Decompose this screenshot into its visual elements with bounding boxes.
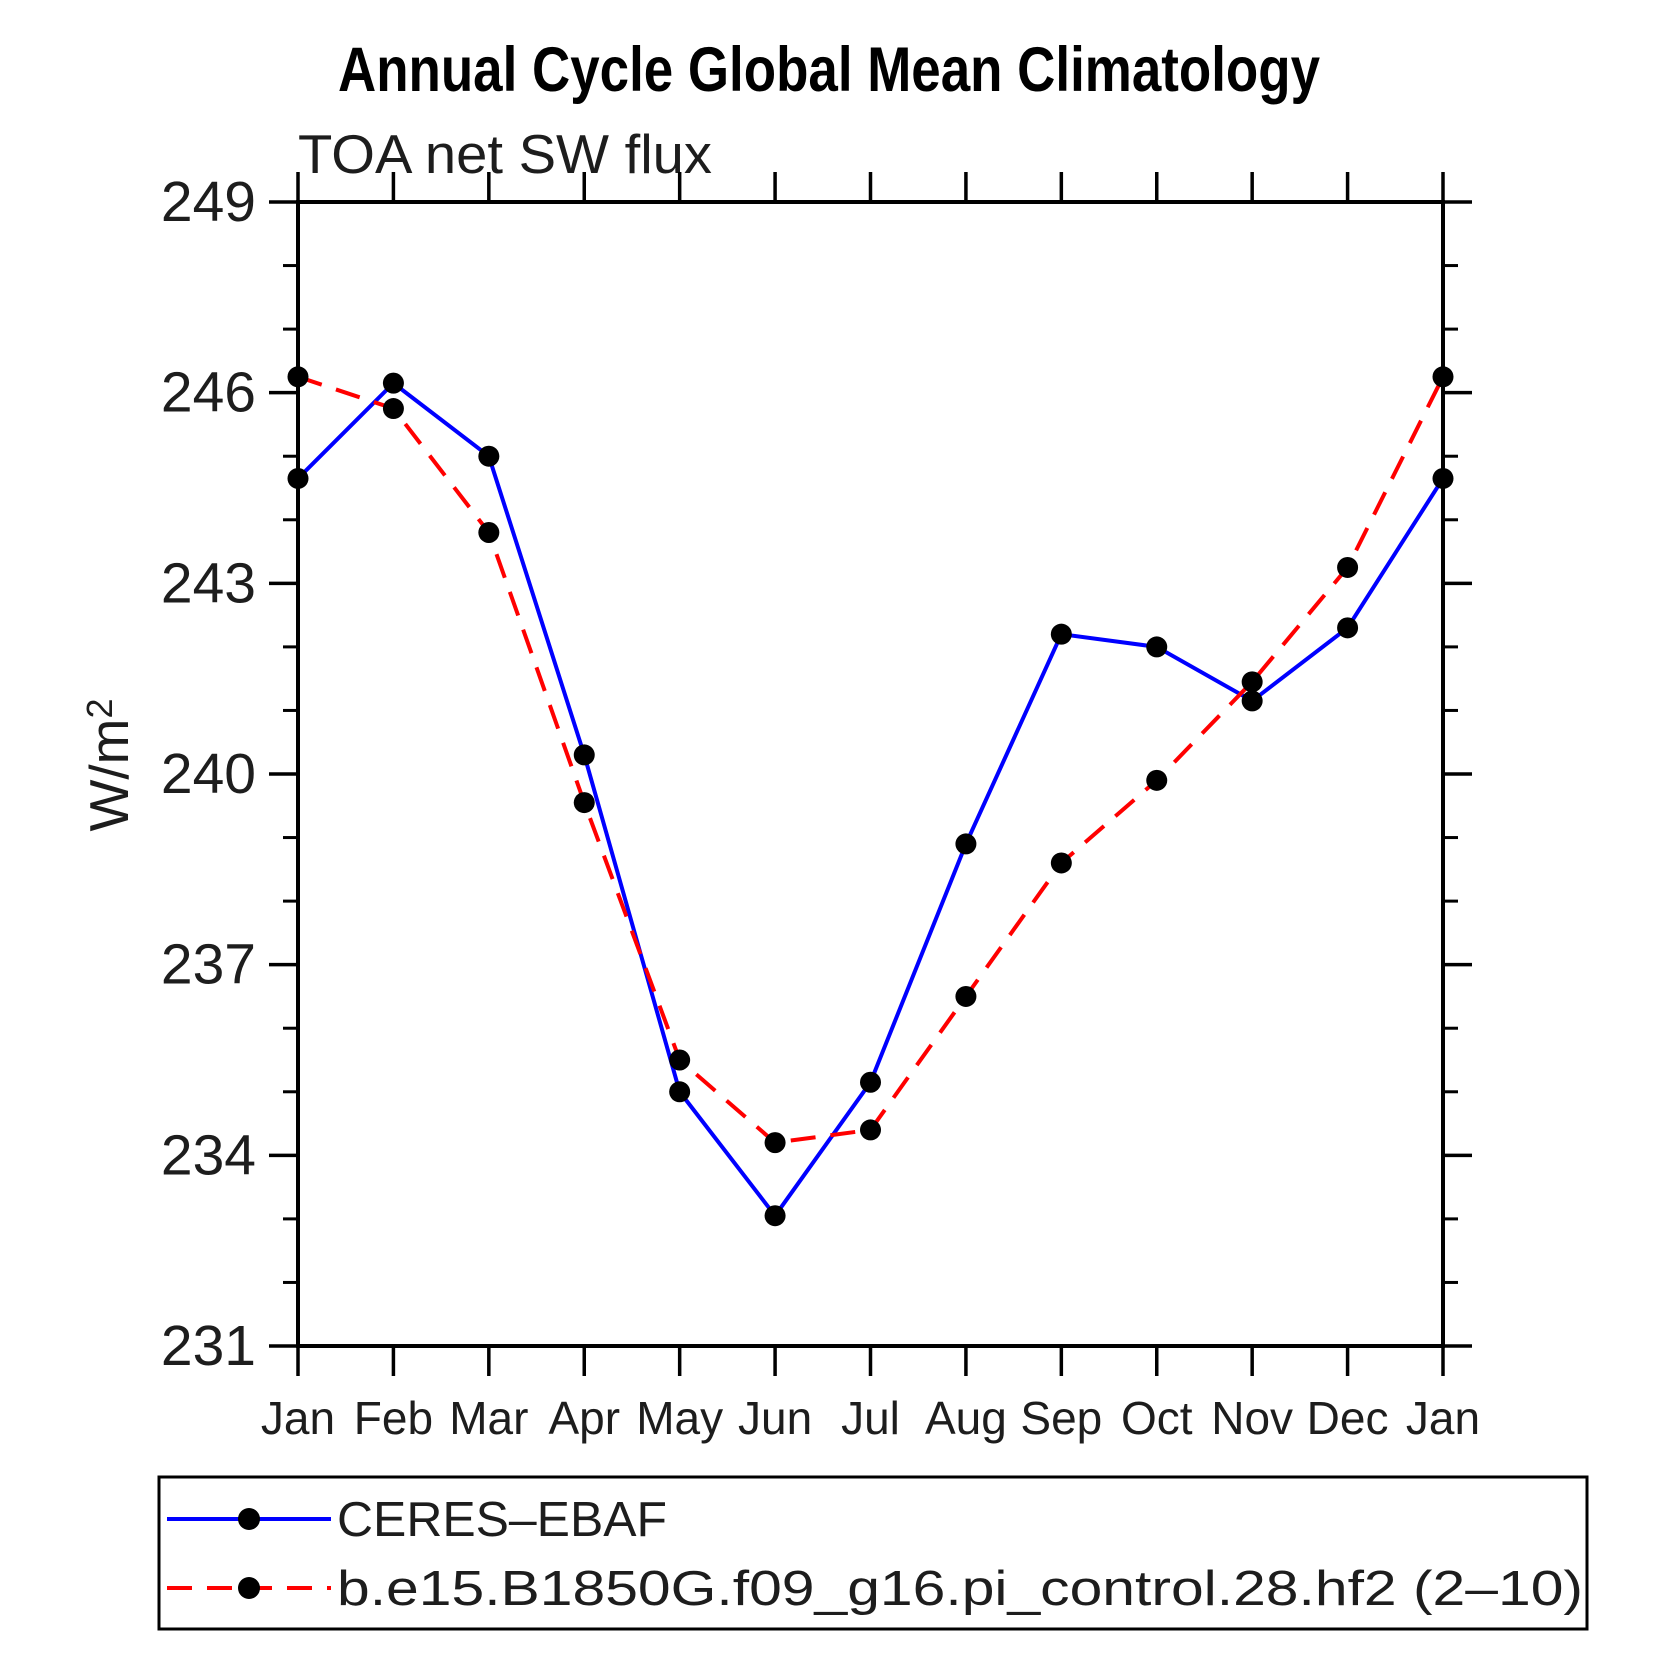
legend-swatch-marker-1 [238,1577,260,1599]
series-1-marker [573,792,595,814]
x-tick-label: Apr [548,1392,620,1444]
series-0-marker [1432,467,1454,489]
plot-frame [296,200,1445,1348]
series-0-marker [1050,623,1072,645]
legend: CERES–EBAF b.e15.B1850G.f09_g16.pi_contro… [157,1475,1589,1631]
series-1-marker [287,366,309,388]
legend-box [157,1475,1589,1631]
x-tick-label: May [636,1392,723,1444]
x-tick-label: Oct [1121,1392,1193,1444]
legend-swatch-marker-0 [238,1508,260,1530]
chart-subtitle: TOA net SW flux [298,123,712,185]
series-1-marker [669,1049,691,1071]
series-1-marker [1146,769,1168,791]
y-axis-label-main: W/m [78,719,140,832]
x-tick-label: Jul [841,1392,900,1444]
series-1-marker [1241,671,1263,693]
series-0-marker [860,1071,881,1093]
series-0-marker [669,1081,691,1103]
series-0-marker [764,1205,786,1227]
x-tick-label: Jun [738,1392,812,1444]
series-1-marker [382,398,404,420]
y-tick-label: 234 [161,1123,256,1187]
x-tick-label: Aug [925,1392,1007,1444]
series-0-marker [1337,617,1359,639]
series-1-marker [764,1132,786,1154]
plot-area: 231 234 237 240 243 246 249 Jan Feb Mar Apr May Jun J… [161,170,1480,1444]
x-tick-label: Jan [1406,1392,1480,1444]
series-0-marker [1241,690,1263,712]
series-0-marker [287,467,309,489]
y-tick-label: 240 [161,742,256,806]
series-0-marker [573,744,595,766]
y-axis-label: W/m2 [78,698,140,831]
chart-title: Annual Cycle Global Mean Climatology [338,35,1320,105]
series-0-marker [955,833,977,855]
y-tick-label: 231 [161,1314,256,1378]
legend-label-0: CERES–EBAF [337,1493,667,1547]
series-1-marker [1050,852,1072,874]
x-tick-label: Dec [1307,1392,1389,1444]
x-tick-label: Nov [1211,1392,1293,1444]
series-1-marker [1432,366,1454,388]
x-tick-label: Sep [1020,1392,1102,1444]
series-0-marker [1146,636,1168,658]
y-tick-label: 243 [161,551,256,615]
y-tick-label: 237 [161,933,256,997]
series-0-marker [478,445,500,467]
y-tick-label: 246 [161,361,256,425]
x-tick-label: Feb [354,1392,433,1444]
legend-label-1: b.e15.B1850G.f09_g16.pi_control.28.hf2 (… [337,1562,1583,1616]
y-tick-label: 249 [161,170,256,234]
series-1-marker [955,985,977,1007]
series-line-1 [297,374,1445,1145]
x-tick-label: Jan [261,1392,335,1444]
legend-entries: CERES–EBAF b.e15.B1850G.f09_g16.pi_contro… [167,1493,1583,1616]
series-1-marker [478,521,500,543]
series-1-marker [860,1119,881,1141]
series-0-marker [382,372,404,394]
x-tick-label: Mar [449,1392,528,1444]
y-axis-label-superscript: 2 [79,698,120,718]
series-1-marker [1337,556,1359,578]
